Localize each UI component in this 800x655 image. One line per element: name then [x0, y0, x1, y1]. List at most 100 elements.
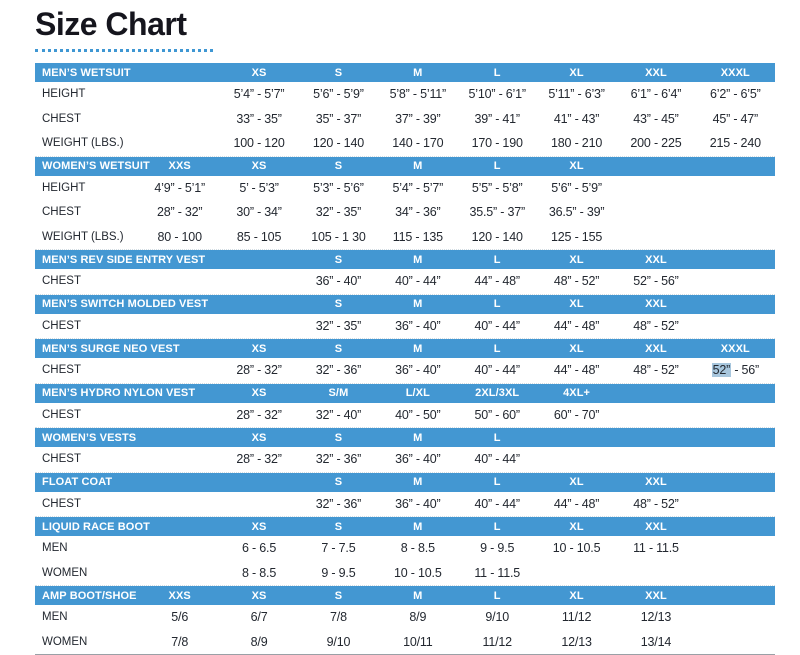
cell: 5’ - 5’3” — [239, 180, 279, 195]
column-header: S — [334, 298, 343, 310]
column-header: L — [493, 476, 501, 488]
section-header: WOMEN’S VESTS XS S M L — [35, 428, 775, 447]
cell: 5’11” - 6’3” — [548, 87, 605, 102]
section-title: MEN’S HYDRO NYLON VEST — [42, 387, 196, 399]
column-header: L — [493, 66, 501, 79]
cell: 37” - 39” — [395, 111, 441, 126]
cell: 6 - 6.5 — [242, 541, 277, 556]
cell: 32” - 35” — [315, 205, 362, 220]
column-header: XL — [569, 589, 584, 602]
column-header: XL — [569, 66, 584, 79]
cell: 6/7 — [250, 610, 268, 625]
column-header: S — [334, 476, 343, 488]
table-row: WEIGHT (LBS.) 80 - 100 85 - 105 105 - 1 30 1… — [35, 225, 775, 250]
section-men-s-rev-side-entry-vest: MEN’S REV SIDE ENTRY VEST S M L XL XXL CHEST 36… — [35, 249, 775, 294]
section-header: AMP BOOT/SHOE XXS XS S M L XL XXL — [35, 586, 775, 605]
section-title: MEN’S SWITCH MOLDED VEST — [42, 298, 209, 310]
section-header: MEN’S REV SIDE ENTRY VEST S M L XL XXL — [35, 250, 775, 269]
column-header: S — [334, 253, 343, 266]
section-men-s-wetsuit: MEN’S WETSUIT XS S M L XL XXL XXXL HEIGHT 5’4” - … — [35, 63, 775, 156]
cell: 215 - 240 — [709, 136, 761, 151]
cell: 40” - 44” — [474, 318, 520, 333]
cell: 44” - 48” — [553, 318, 600, 333]
column-header: S — [334, 431, 343, 444]
table-row: MEN 6 - 6.5 7 - 7.5 8 - 8.5 9 - 9.5 10 - 10.5… — [35, 536, 775, 561]
table-row: MEN 5/6 6/7 7/8 8/9 9/10 11/12 12/13 — [35, 605, 775, 630]
cell: 43” - 45” — [633, 111, 679, 126]
row-label: CHEST — [42, 319, 81, 332]
column-header: XS — [251, 342, 267, 355]
cell: 35.5” - 37” — [469, 205, 525, 220]
cell: 35” - 37” — [315, 111, 362, 126]
cell: 11/12 — [482, 634, 513, 649]
cell: 125 - 155 — [551, 229, 603, 244]
cell: 44” - 48” — [553, 363, 600, 378]
column-header: S — [334, 342, 343, 355]
column-header: XXL — [645, 253, 667, 266]
cell: 33” - 35” — [236, 111, 282, 126]
cell: 52” - 56” — [633, 274, 679, 289]
table-row: HEIGHT 5’4” - 5’7” 5’6” - 5’9” 5’8” - 5’11”… — [35, 82, 775, 107]
column-header: L — [493, 342, 501, 355]
column-header: M — [413, 342, 423, 355]
cell: 200 - 225 — [630, 136, 682, 151]
cell: 32” - 40” — [315, 407, 362, 422]
column-header: S — [334, 66, 343, 79]
column-header: S/M — [328, 387, 349, 399]
column-header: M — [413, 476, 423, 488]
column-header: XXL — [645, 589, 667, 602]
title-underline — [35, 49, 213, 52]
cell: 44” - 48” — [553, 496, 600, 511]
cell: 10 - 10.5 — [552, 541, 601, 556]
column-header: XL — [569, 160, 584, 172]
row-label: CHEST — [42, 453, 81, 466]
column-header: L/XL — [405, 387, 430, 399]
section-title: FLOAT COAT — [42, 476, 113, 488]
row-label: WOMEN — [42, 566, 88, 579]
column-header: XXS — [168, 160, 191, 172]
cell: 5’10” - 6’1” — [468, 87, 527, 102]
column-header: XS — [251, 66, 267, 79]
row-label: WOMEN — [42, 635, 88, 648]
column-header: XL — [569, 342, 584, 355]
cell: 36” - 40” — [315, 274, 362, 289]
row-label: CHEST — [42, 497, 81, 510]
section-title: MEN’S WETSUIT — [42, 66, 131, 79]
cell: 5’4” - 5’7” — [392, 180, 444, 195]
section-title: WOMEN’S VESTS — [42, 431, 137, 444]
row-label: MEN — [42, 611, 68, 624]
cell: 48” - 52” — [633, 363, 679, 378]
cell: 28” - 32” — [236, 363, 282, 378]
row-label: HEIGHT — [42, 88, 86, 101]
section-float-coat: FLOAT COAT S M L XL XXL CHEST 32” - 36” 36” - 40… — [35, 471, 775, 517]
column-header: XL — [569, 253, 584, 266]
cell: 13/14 — [640, 634, 672, 649]
cell: 5’8” - 5’11” — [389, 87, 447, 102]
column-header: XXL — [645, 520, 667, 533]
column-header: XS — [251, 589, 267, 602]
cell: 12/13 — [640, 610, 672, 625]
cell: 8/9 — [409, 610, 427, 625]
section-liquid-race-boot: LIQUID RACE BOOT XS S M L XL XXL MEN 6 - 6.5 7 - … — [35, 516, 775, 585]
column-header: M — [413, 66, 423, 79]
cell: 36.5” - 39” — [548, 205, 605, 220]
cell: 28” - 32” — [156, 205, 203, 220]
column-header: XXXL — [720, 66, 750, 79]
cell-rest: - 56” — [731, 363, 760, 378]
cell: 6’2” - 6’5” — [710, 87, 761, 102]
section-title: WOMEN’S WETSUIT — [42, 160, 150, 172]
column-header: XS — [251, 160, 267, 172]
cell: 4’9” - 5’1” — [154, 180, 205, 195]
row-label: WEIGHT (LBS.) — [42, 137, 124, 150]
cell: 7/8 — [330, 610, 347, 625]
cell: 170 - 190 — [471, 136, 523, 151]
row-label: WEIGHT (LBS.) — [42, 230, 124, 243]
section-header: WOMEN’S WETSUIT XXS XS S M L XL — [35, 156, 775, 176]
row-label: HEIGHT — [42, 181, 86, 194]
cell: 5’5” - 5’8” — [471, 180, 523, 195]
section-header: MEN’S SURGE NEO VEST XS S M L XL XXL XXXL — [35, 339, 775, 358]
cell: 34” - 36” — [395, 205, 441, 220]
cell: 6’1” - 6’4” — [630, 87, 682, 102]
column-header: XL — [569, 476, 584, 488]
cell: 50” - 60” — [474, 407, 520, 422]
